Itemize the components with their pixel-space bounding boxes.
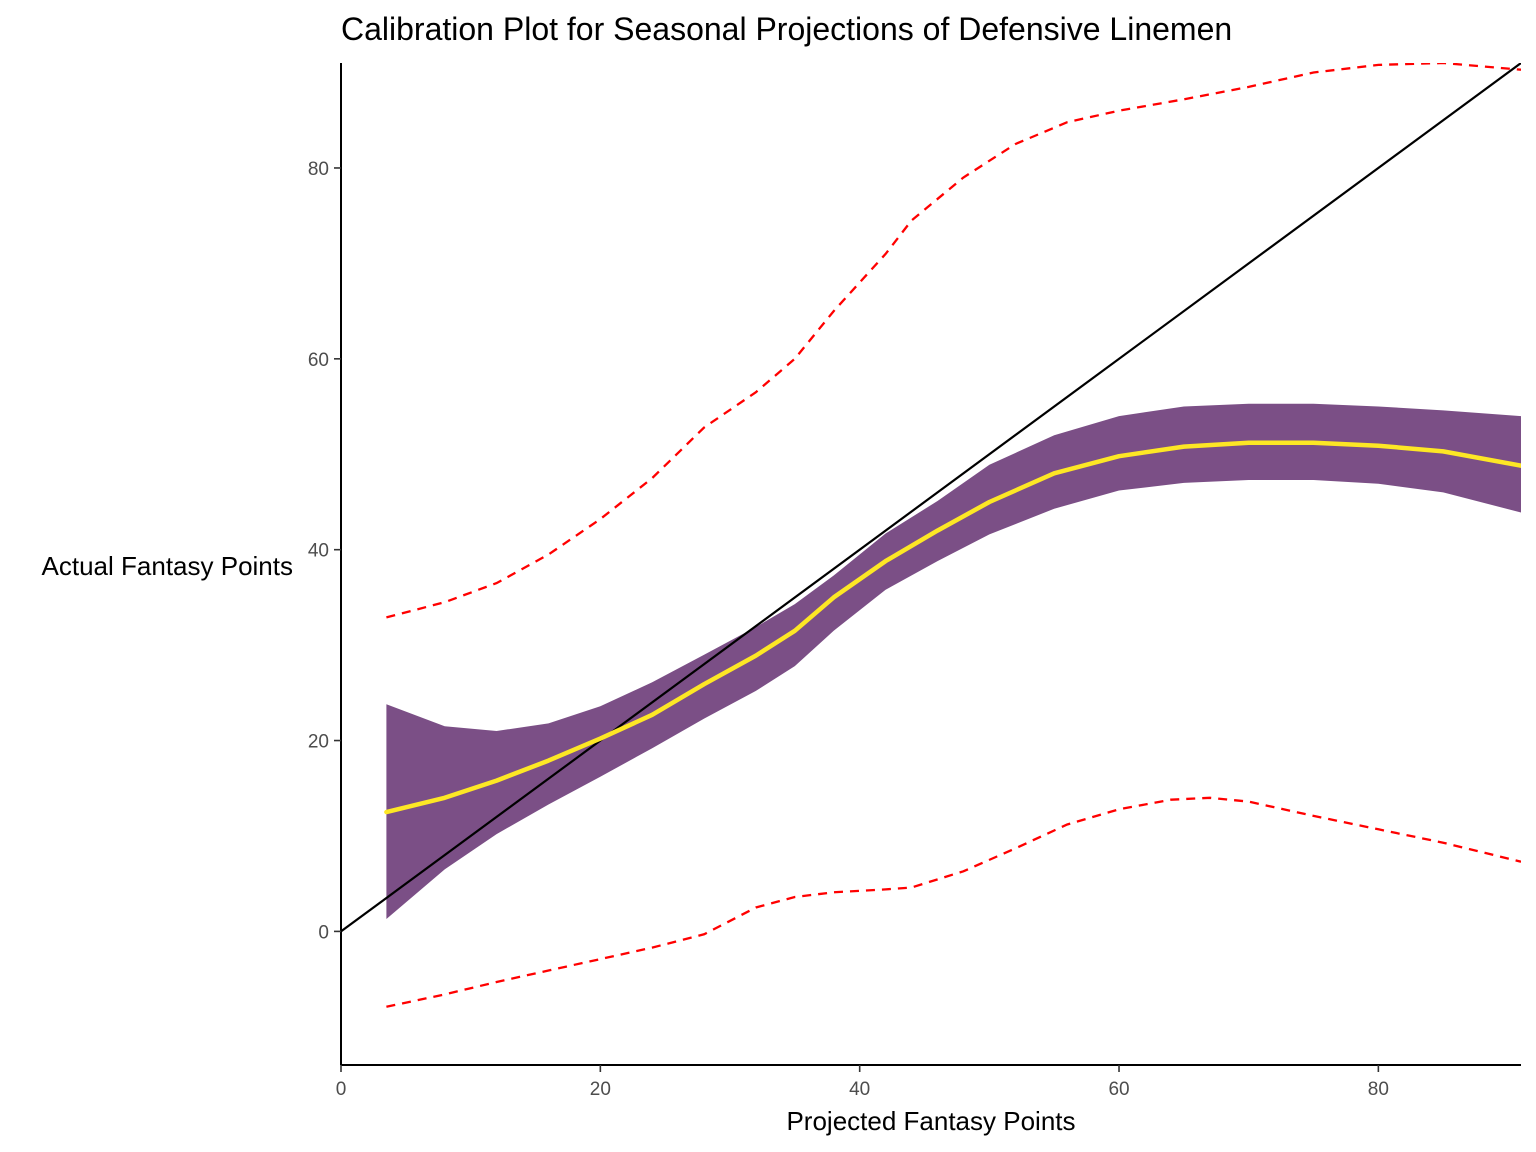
y-tick-label: 80 bbox=[308, 159, 329, 180]
plot-area bbox=[341, 63, 1521, 1008]
x-tick-label: 0 bbox=[336, 1079, 347, 1100]
chart-title: Calibration Plot for Seasonal Projection… bbox=[341, 11, 1232, 47]
y-tick-label: 60 bbox=[308, 350, 329, 371]
y-tick-label: 20 bbox=[308, 732, 329, 753]
x-tick-label: 80 bbox=[1368, 1079, 1389, 1100]
x-tick-label: 60 bbox=[1108, 1079, 1129, 1100]
confidence-band bbox=[386, 403, 1521, 919]
y-axis-title: Actual Fantasy Points bbox=[42, 551, 293, 581]
axes: 0 20 40 60 80 0 20 40 60 80 bbox=[308, 63, 1521, 1100]
x-tick-label: 40 bbox=[849, 1079, 870, 1100]
x-axis-title: Projected Fantasy Points bbox=[786, 1106, 1075, 1136]
y-tick-label: 0 bbox=[318, 922, 329, 943]
reference-line bbox=[341, 63, 1521, 933]
lower-prediction-bound-line bbox=[386, 796, 1521, 1008]
x-tick-label: 20 bbox=[590, 1079, 611, 1100]
y-tick-label: 40 bbox=[308, 541, 329, 562]
smooth-fit-line bbox=[384, 440, 1521, 815]
upper-prediction-bound-line bbox=[386, 63, 1521, 619]
